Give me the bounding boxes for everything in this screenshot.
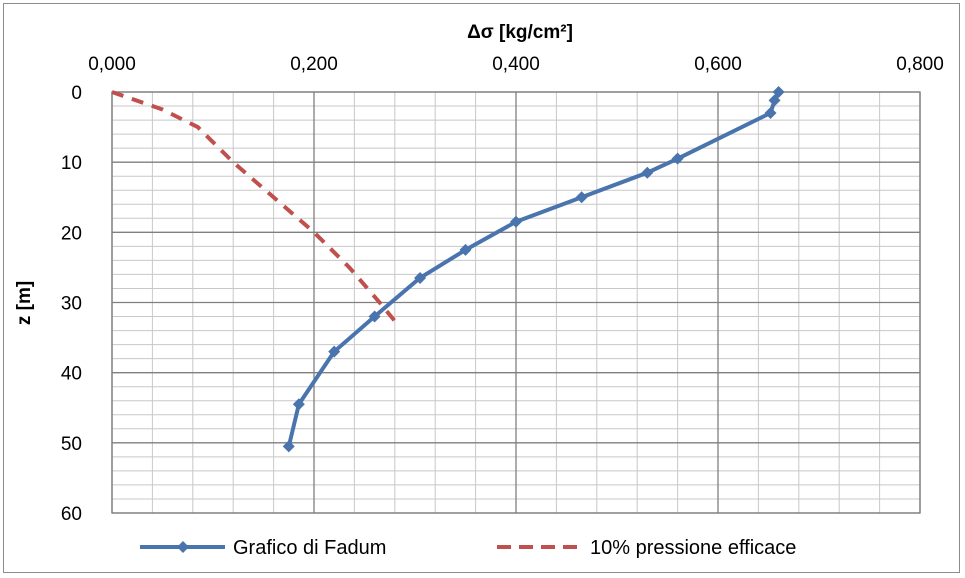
series-line-0	[286, 91, 781, 447]
series-marker-0	[292, 398, 305, 411]
legend-marker-fadum	[177, 541, 189, 553]
y-tick-labels: 0 10 20 30 40 50 60	[61, 83, 82, 525]
legend-label-fadum: Grafico di Fadum	[233, 537, 386, 559]
x-tick-label: 0,800	[896, 54, 944, 75]
x-tick-label: 0,600	[694, 54, 742, 75]
y-axis-title: z [m]	[14, 281, 35, 325]
series-marker-0	[510, 215, 522, 228]
series-marker-0	[575, 191, 588, 204]
series-marker-0	[282, 440, 295, 453]
series-marker-0	[671, 152, 684, 165]
y-tick-label: 50	[61, 434, 82, 455]
x-tick-label: 0,400	[492, 54, 540, 75]
series-marker-0	[772, 86, 785, 98]
series-marker-0	[641, 166, 654, 179]
y-tick-label: 40	[61, 364, 82, 385]
series-marker-0	[764, 107, 777, 120]
plot-area-border	[111, 91, 921, 514]
x-axis-title: Δσ [kg/cm²]	[467, 22, 573, 43]
series-marker-0	[328, 345, 341, 358]
y-tick-label: 30	[61, 294, 82, 315]
legend-label-pressione: 10% pressione efficace	[590, 537, 796, 559]
x-tick-label: 0,200	[290, 54, 338, 75]
y-tick-label: 10	[61, 153, 82, 174]
y-tick-label: 20	[61, 223, 82, 244]
series-line-1	[111, 90, 402, 329]
x-tick-labels: 0,000 0,200 0,400 0,600 0,800	[88, 54, 944, 75]
series-marker-0	[414, 271, 427, 284]
x-tick-label: 0,000	[88, 54, 136, 75]
legend: Grafico di Fadum 10% pressione efficace	[140, 537, 796, 559]
major-gridlines	[111, 91, 921, 514]
series-marker-0	[768, 94, 781, 107]
y-tick-label: 60	[61, 504, 82, 525]
y-tick-label: 0	[71, 83, 82, 104]
series-marker-0	[459, 243, 472, 256]
series-layer	[111, 86, 785, 453]
series-marker-0	[368, 310, 381, 323]
